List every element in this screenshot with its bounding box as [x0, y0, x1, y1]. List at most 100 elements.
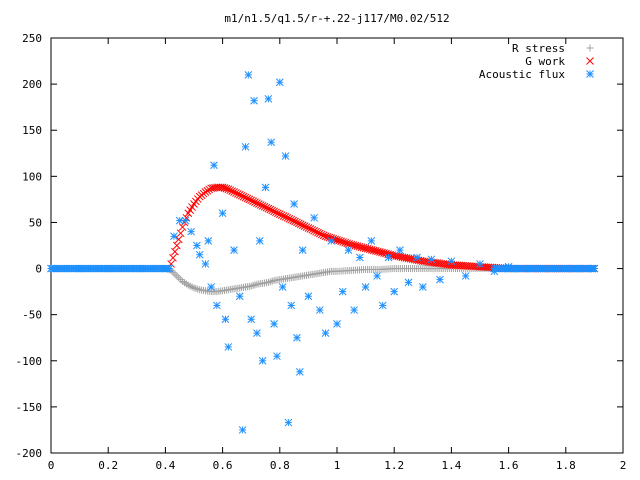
- data-point: [291, 217, 299, 226]
- x-tick-label: 1.4: [441, 459, 461, 472]
- data-point: [367, 237, 376, 245]
- y-tick-label: -100: [16, 355, 43, 368]
- data-point: [285, 214, 294, 223]
- series-acoustic-flux: [47, 71, 599, 434]
- data-point: [181, 216, 190, 225]
- data-point: [310, 226, 318, 235]
- data-point: [245, 195, 254, 204]
- data-point: [476, 260, 484, 268]
- data-point: [312, 227, 320, 236]
- data-point: [298, 221, 307, 230]
- data-point: [210, 161, 218, 170]
- data-point: [247, 282, 255, 290]
- data-point: [306, 225, 315, 233]
- legend-label-r-stress: R stress: [512, 42, 565, 55]
- data-point: [243, 194, 252, 203]
- x-tick-label: 0.4: [155, 459, 175, 472]
- data-point: [272, 208, 280, 217]
- data-point: [290, 200, 298, 208]
- data-point: [175, 216, 184, 225]
- data-point: [344, 246, 353, 254]
- axis-ticks: 0 0.2 0.4 0.6 0.8 1 1.2 1.4 1.6 1.8 2 250 200 150 100 5…: [16, 32, 627, 472]
- data-point: [341, 238, 350, 247]
- y-tick-label: 100: [22, 170, 42, 183]
- y-tick-label: 150: [22, 124, 42, 137]
- data-point: [274, 209, 282, 218]
- data-point: [226, 186, 235, 195]
- data-point: [373, 272, 381, 280]
- x-tick-label: 0: [48, 459, 55, 472]
- data-point: [244, 71, 253, 79]
- data-point: [221, 315, 230, 324]
- data-point: [350, 306, 359, 314]
- y-tick-label: -200: [16, 447, 43, 460]
- legend-marker-g-work: [586, 57, 594, 65]
- data-point: [314, 228, 322, 237]
- data-point: [187, 227, 195, 236]
- data-point: [327, 237, 336, 245]
- data-point: [275, 210, 284, 218]
- data-point: [308, 225, 317, 234]
- x-tick-label: 0.8: [270, 459, 290, 472]
- data-point: [237, 191, 246, 200]
- data-point: [321, 329, 330, 337]
- data-point: [172, 241, 181, 250]
- data-point: [213, 301, 221, 310]
- data-point: [260, 202, 269, 211]
- data-point: [270, 320, 278, 328]
- data-point: [361, 283, 370, 291]
- legend-label-g-work: G work: [525, 55, 565, 68]
- data-point: [338, 287, 347, 296]
- data-point: [337, 237, 345, 246]
- data-point: [283, 213, 292, 222]
- y-tick-label: 50: [29, 216, 42, 229]
- data-point: [132, 264, 141, 273]
- data-point: [298, 246, 307, 254]
- plot-border: [50, 37, 624, 454]
- data-point: [287, 215, 296, 224]
- data-point: [343, 239, 352, 248]
- y-tick-label: 0: [35, 263, 42, 276]
- data-point: [533, 264, 542, 273]
- data-point: [384, 253, 393, 262]
- data-point: [378, 301, 387, 310]
- data-point: [296, 220, 305, 229]
- y-tick-label: -50: [22, 309, 42, 322]
- data-point: [281, 152, 290, 160]
- chart-title: m1/n1.5/q1.5/r-+.22-j117/M0.02/512: [224, 12, 449, 25]
- data-point: [268, 277, 276, 285]
- data-point: [287, 301, 296, 310]
- data-point: [232, 189, 240, 197]
- data-point: [230, 246, 238, 254]
- data-point: [251, 198, 259, 207]
- plot-frame: [50, 37, 624, 454]
- data-point: [161, 264, 170, 273]
- data-point: [284, 418, 293, 427]
- series-g-work: [167, 183, 599, 273]
- data-point: [249, 281, 257, 289]
- data-point: [315, 229, 324, 238]
- data-point: [302, 223, 311, 231]
- data-point: [266, 278, 274, 286]
- data-point: [254, 200, 263, 208]
- data-point: [256, 201, 265, 209]
- data-point: [281, 213, 290, 221]
- x-tick-label: 1.6: [499, 459, 519, 472]
- data-point: [207, 283, 216, 291]
- data-point: [390, 287, 399, 296]
- data-point: [447, 257, 456, 266]
- data-point: [224, 343, 233, 351]
- legend-marker-r-stress: [586, 44, 594, 52]
- data-point: [235, 292, 244, 301]
- data-point: [104, 264, 113, 273]
- data-point: [293, 218, 301, 227]
- data-point: [249, 197, 257, 206]
- data-point: [250, 96, 258, 105]
- data-point: [258, 201, 267, 210]
- x-tick-label: 1.2: [384, 459, 404, 472]
- x-tick-label: 1: [334, 459, 341, 472]
- data-point: [230, 188, 238, 196]
- data-point: [333, 320, 341, 328]
- y-tick-label: 200: [22, 78, 42, 91]
- data-point: [238, 426, 247, 434]
